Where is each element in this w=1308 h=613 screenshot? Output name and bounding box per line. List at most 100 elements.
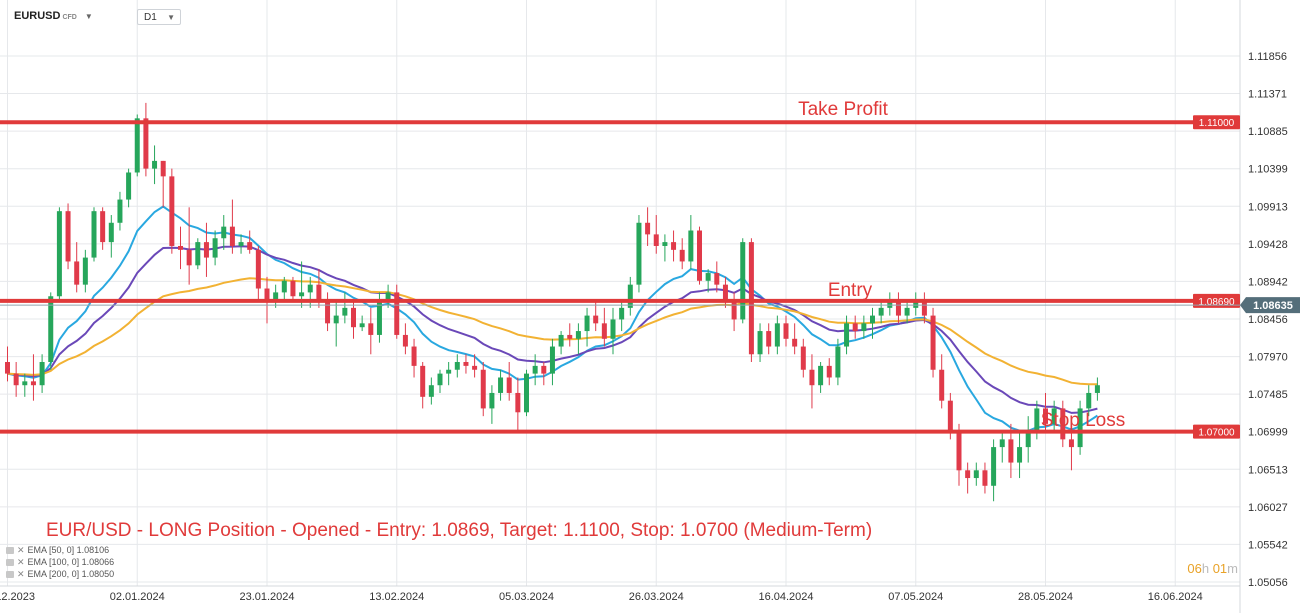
- candle-body: [731, 300, 737, 320]
- candle-body: [247, 242, 253, 250]
- candle-body: [489, 392, 495, 409]
- candle-body: [178, 245, 183, 250]
- candle-body: [740, 242, 746, 320]
- candle-body: [697, 230, 702, 281]
- candle-body: [1008, 439, 1014, 463]
- candle-body: [1051, 408, 1057, 424]
- y-tick-label: 1.06027: [1248, 502, 1288, 514]
- x-tick-label: 16.06.2024: [1148, 591, 1203, 603]
- chart-caption: EUR/USD - LONG Position - Opened - Entry…: [46, 520, 872, 541]
- candle-body: [152, 160, 158, 169]
- candle-body: [783, 323, 789, 339]
- candle-body: [82, 257, 88, 285]
- timeframe-value: D1: [144, 11, 157, 23]
- candle-body: [619, 307, 625, 320]
- candle-body: [861, 323, 867, 332]
- candle-body: [1086, 392, 1092, 409]
- candle-body: [973, 470, 979, 479]
- timeframe-select[interactable]: D1 ▼: [137, 9, 181, 25]
- candle-body: [558, 334, 564, 347]
- chevron-down-icon[interactable]: ▼: [84, 12, 93, 21]
- candle-body: [878, 307, 884, 316]
- candle-body: [766, 331, 772, 347]
- candle-body: [480, 369, 486, 409]
- candle-body: [774, 323, 780, 347]
- candle-body: [290, 280, 296, 297]
- symbol-name[interactable]: EURUSD: [14, 10, 61, 22]
- y-tick-label: 1.09428: [1248, 239, 1288, 251]
- entry-price-label: 1.08690: [1198, 297, 1235, 308]
- candle-body: [39, 362, 45, 386]
- timer-minutes: 01: [1212, 561, 1228, 576]
- candle-body: [368, 323, 374, 335]
- candle-body: [1068, 439, 1074, 448]
- candle-body: [160, 160, 166, 177]
- legend-row-ema200: ✕ EMA [200, 0] 1.08050: [6, 568, 114, 580]
- candle-body: [645, 222, 651, 235]
- candle-body: [56, 211, 62, 297]
- candle-body: [1025, 431, 1031, 448]
- close-icon[interactable]: ✕: [17, 569, 25, 579]
- candle-body: [394, 292, 400, 335]
- candle-body: [437, 373, 443, 386]
- candle-body: [428, 385, 434, 397]
- candle-body: [472, 365, 478, 370]
- chart-toolbar: EURUSD CFD ▼: [14, 6, 93, 26]
- y-tick-label: 1.09913: [1248, 201, 1288, 213]
- chevron-down-icon[interactable]: ▼: [167, 12, 175, 22]
- candle-body: [567, 334, 573, 339]
- candle-body: [221, 226, 227, 239]
- candle-body: [662, 242, 668, 246]
- x-tick-label: 07.12.2023: [0, 591, 35, 603]
- candle-body: [939, 369, 945, 401]
- candle-body: [376, 300, 382, 335]
- candle-body: [714, 273, 720, 285]
- candle-body: [30, 381, 36, 386]
- legend-row-ema100: ✕ EMA [100, 0] 1.08066: [6, 556, 114, 568]
- legend-label-ema200: EMA [200, 0] 1.08050: [27, 569, 115, 579]
- close-icon[interactable]: ✕: [17, 545, 25, 555]
- legend-label-ema100: EMA [100, 0] 1.08066: [27, 557, 115, 567]
- candle-body: [126, 172, 132, 200]
- candle-body: [982, 470, 988, 486]
- candle-body: [48, 296, 54, 363]
- candle-body: [515, 392, 521, 413]
- candle-body: [273, 292, 279, 301]
- take-profit-price-label: 1.11000: [1199, 118, 1235, 129]
- candle-body: [524, 373, 529, 413]
- indicator-icon: [6, 570, 14, 578]
- candle-body: [549, 346, 555, 374]
- candle-body: [212, 238, 218, 258]
- candle-body: [359, 323, 365, 328]
- take-profit-label: Take Profit: [798, 99, 888, 120]
- candle-body: [965, 470, 971, 479]
- candle-body: [333, 315, 339, 324]
- indicator-legend: ✕ EMA [50, 0] 1.08106 ✕ EMA [100, 0] 1.080…: [6, 544, 114, 580]
- candle-body: [22, 381, 28, 386]
- y-tick-label: 1.06999: [1248, 427, 1288, 439]
- candle-body: [1077, 408, 1083, 448]
- candle-body: [575, 331, 581, 339]
- candle-body: [601, 323, 607, 339]
- candle-body: [1094, 385, 1100, 393]
- candle-countdown: 06h 01m: [1187, 561, 1238, 576]
- candle-body: [411, 346, 417, 366]
- x-tick-label: 23.01.2024: [239, 591, 294, 603]
- candle-body: [870, 315, 875, 324]
- y-tick-label: 1.07485: [1248, 389, 1288, 401]
- candle-body: [610, 319, 616, 339]
- candle-body: [238, 242, 244, 246]
- candle-body: [532, 365, 538, 374]
- x-tick-label: 28.05.2024: [1018, 591, 1073, 603]
- candle-body: [108, 222, 114, 243]
- y-tick-label: 1.08456: [1248, 314, 1288, 326]
- candle-body: [895, 300, 901, 316]
- y-tick-label: 1.05056: [1248, 577, 1288, 589]
- candle-body: [316, 284, 322, 301]
- symbol-selector[interactable]: EURUSD CFD ▼: [14, 10, 93, 22]
- close-icon[interactable]: ✕: [17, 557, 25, 567]
- candle-body: [74, 261, 80, 285]
- candle-body: [195, 242, 201, 266]
- timer-hours-unit: h: [1201, 561, 1210, 576]
